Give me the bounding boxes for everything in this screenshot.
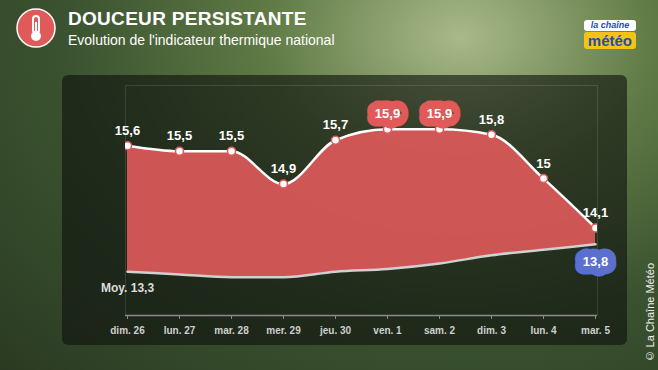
- html-text:la chaîne: la chaîne: [590, 20, 630, 30]
- svg-text:15: 15: [536, 156, 550, 171]
- svg-text:jeu. 30: jeu. 30: [319, 325, 352, 336]
- svg-text:13,8: 13,8: [583, 254, 608, 269]
- svg-text:15,5: 15,5: [167, 128, 192, 143]
- svg-text:14,1: 14,1: [583, 205, 608, 220]
- svg-text:sam. 2: sam. 2: [424, 325, 456, 336]
- svg-text:15,5: 15,5: [219, 128, 244, 143]
- svg-text:15,7: 15,7: [323, 117, 348, 132]
- svg-text:15,6: 15,6: [115, 123, 140, 138]
- svg-text:mer. 29: mer. 29: [266, 325, 301, 336]
- svg-text:lun. 4: lun. 4: [530, 325, 557, 336]
- svg-text:dim. 26: dim. 26: [110, 325, 145, 336]
- svg-text:ven. 1: ven. 1: [373, 325, 402, 336]
- html-text:Evolution de l'indicateur ther: Evolution de l'indicateur thermique nati…: [68, 32, 335, 48]
- html-text:DOUCEUR PERSISTANTE: DOUCEUR PERSISTANTE: [68, 8, 307, 29]
- svg-text:lun. 27: lun. 27: [164, 325, 196, 336]
- html-text:© La Chaîne Météo: © La Chaîne Météo: [644, 262, 656, 362]
- svg-text:15,9: 15,9: [427, 106, 452, 121]
- svg-text:15,8: 15,8: [479, 112, 504, 127]
- svg-text:Moy. 13,3: Moy. 13,3: [101, 281, 154, 295]
- svg-text:15,9: 15,9: [375, 106, 400, 121]
- svg-text:mar. 28: mar. 28: [214, 325, 249, 336]
- svg-text:mar. 5: mar. 5: [581, 325, 610, 336]
- svg-text:14,9: 14,9: [271, 161, 296, 176]
- html-text:météo: météo: [587, 32, 632, 49]
- svg-text:dim. 3: dim. 3: [477, 325, 506, 336]
